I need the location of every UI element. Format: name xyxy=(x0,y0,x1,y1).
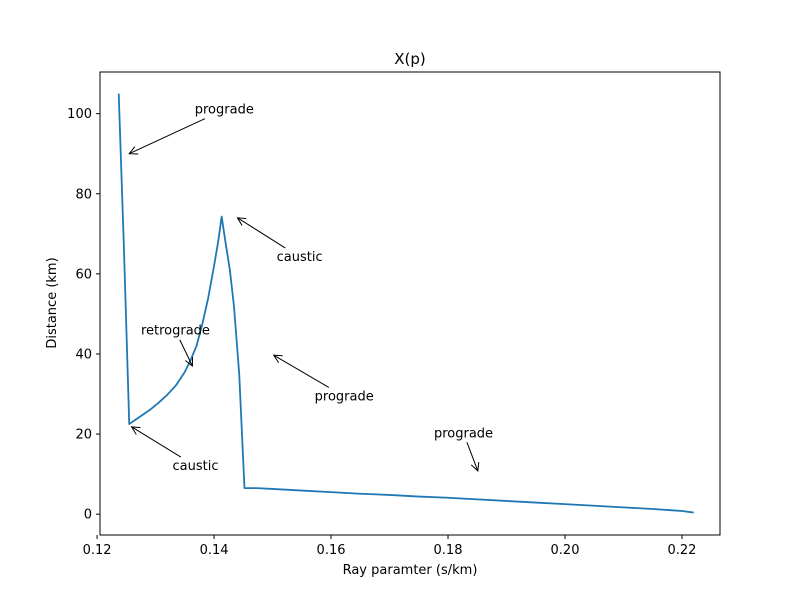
x-axis: 0.12 0.14 0.16 0.18 0.20 0.22 xyxy=(83,535,697,558)
annotation-arrow xyxy=(466,442,479,472)
annotation-label: caustic xyxy=(277,250,323,265)
annotation-arrow xyxy=(129,118,206,155)
x-tick-label: 0.22 xyxy=(668,543,697,558)
annotation-label: retrograde xyxy=(141,324,210,339)
series-line-0 xyxy=(117,93,694,514)
y-tick-label: 100 xyxy=(67,107,92,122)
plot-frame xyxy=(99,71,721,536)
annotation-label: caustic xyxy=(173,459,219,474)
y-axis: 0 20 40 60 80 100 xyxy=(67,107,100,523)
annotation-label: prograde xyxy=(434,426,493,441)
y-tick-label: 0 xyxy=(84,508,92,523)
y-tick-label: 60 xyxy=(75,267,92,282)
annotation-arrow xyxy=(179,339,193,367)
x-tick-label: 0.20 xyxy=(551,543,580,558)
x-tick-label: 0.12 xyxy=(83,543,112,558)
plot-area: 0.12 0.14 0.16 0.18 0.20 0.22 0 20 40 60 80 100 pr… xyxy=(67,71,721,558)
annotation-arrowhead xyxy=(236,217,247,226)
y-axis-label: Distance (km) xyxy=(45,257,60,348)
y-tick-label: 80 xyxy=(75,187,92,202)
x-tick-label: 0.16 xyxy=(317,543,346,558)
annotation-arrowhead xyxy=(130,426,141,435)
y-tick-label: 20 xyxy=(75,428,92,443)
annotation-arrow xyxy=(237,217,286,249)
y-tick-label: 40 xyxy=(75,347,92,362)
chart-title: X(p) xyxy=(394,50,426,68)
annotation-arrowhead xyxy=(185,357,194,367)
annotation-label: prograde xyxy=(195,103,254,118)
annotation-arrow xyxy=(131,426,182,458)
x-tick-label: 0.18 xyxy=(434,543,463,558)
annotation-arrowhead xyxy=(470,461,480,472)
annotation-arrowhead xyxy=(128,146,139,155)
x-tick-label: 0.14 xyxy=(200,543,229,558)
annotation-arrow xyxy=(273,354,330,388)
series-layer xyxy=(117,93,694,514)
x-axis-label: Ray paramter (s/km) xyxy=(343,563,478,578)
annotations: prograde caustic retrograde prograde caustic… xyxy=(128,103,493,474)
annotation-label: prograde xyxy=(315,389,374,404)
annotation-arrowhead xyxy=(272,354,283,363)
